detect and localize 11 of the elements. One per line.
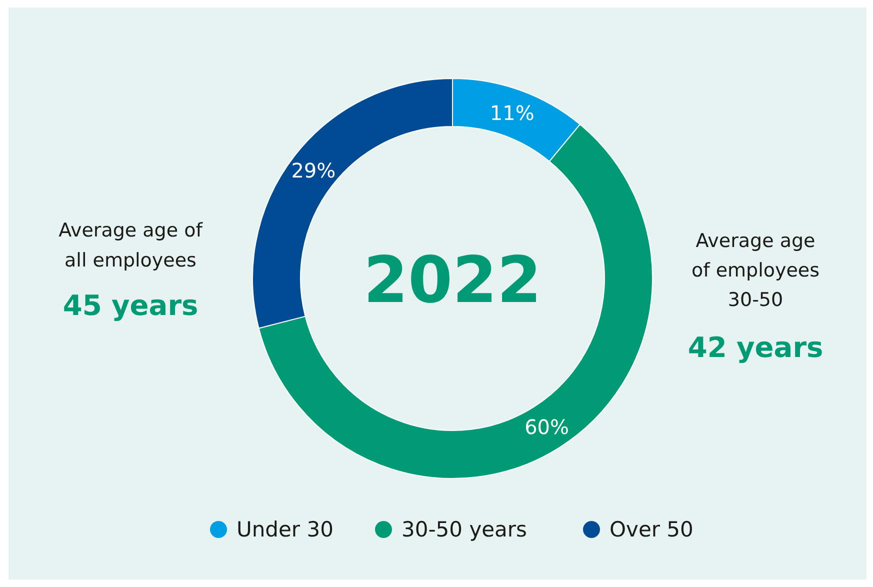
data-label: 29% [291,158,336,183]
legend-label: Over 50 [610,518,694,542]
legend-label: 30-50 years [402,518,527,542]
text: 42 years [688,331,824,364]
text: 2022 [363,244,542,318]
text: 45 years [62,289,198,322]
text: Average age of employees 30-50 [691,230,820,312]
data-label: 60% [524,415,570,440]
data-label: 11% [490,100,534,125]
text: Average age of all employees [58,220,204,272]
legend-label: Under 30 [236,518,334,542]
